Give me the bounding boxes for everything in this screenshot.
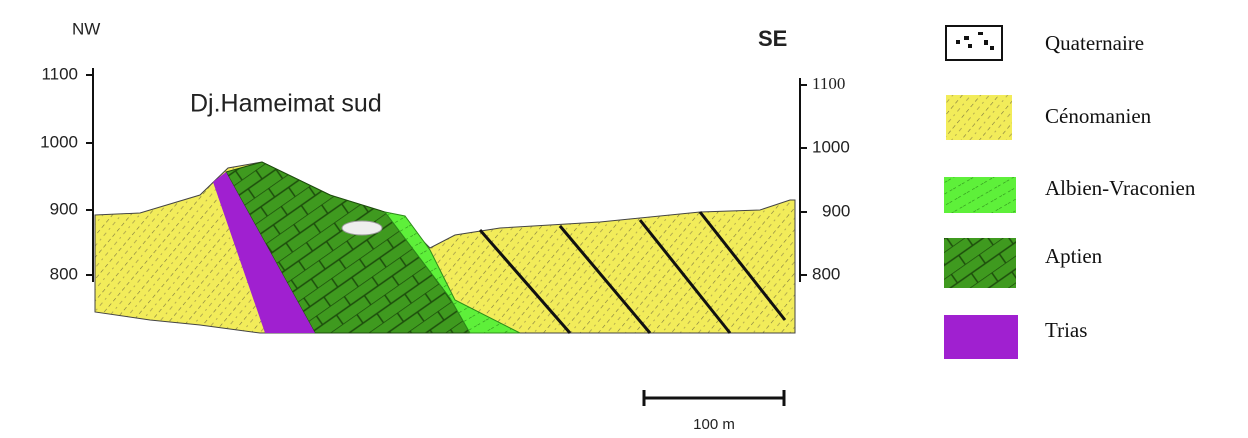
left-tick-label: 1000	[40, 132, 78, 151]
legend-swatch	[944, 238, 1016, 288]
left-tick-label: 900	[50, 199, 78, 218]
nw-label: NW	[72, 19, 100, 38]
left-tick-label: 1100	[41, 64, 78, 83]
se-label: SE	[758, 26, 787, 51]
scale-label: 100 m	[693, 416, 735, 433]
albien-area	[383, 211, 521, 334]
legend-label: Albien-Vraconien	[1045, 176, 1196, 200]
right-tick-label: 800	[812, 264, 840, 283]
right-tick-label: 900	[822, 201, 850, 220]
section-title: Dj.Hameimat sud	[190, 90, 382, 118]
legend-label: Quaternaire	[1045, 31, 1144, 55]
legend-label: Trias	[1045, 318, 1087, 342]
cenomanien-dark-beds	[478, 211, 787, 334]
legend-swatch	[944, 177, 1016, 213]
legend-label: Aptien	[1045, 244, 1103, 268]
axes	[86, 68, 807, 282]
trias-area	[213, 172, 315, 333]
legend: Quaternaire Cénomanien Albien-Vraconien …	[944, 25, 1196, 359]
legend-swatch-dots	[956, 32, 994, 50]
quaternaire-patch	[341, 220, 383, 236]
right-tick-label: 1000	[812, 137, 850, 156]
legend-swatch	[946, 95, 1012, 140]
legend-swatch	[945, 25, 1003, 61]
left-tick-label: 800	[50, 264, 78, 283]
right-tick-label: 1100	[812, 74, 845, 93]
legend-label: Cénomanien	[1045, 104, 1152, 128]
scale-bar	[642, 390, 786, 406]
legend-swatch	[944, 315, 1018, 359]
